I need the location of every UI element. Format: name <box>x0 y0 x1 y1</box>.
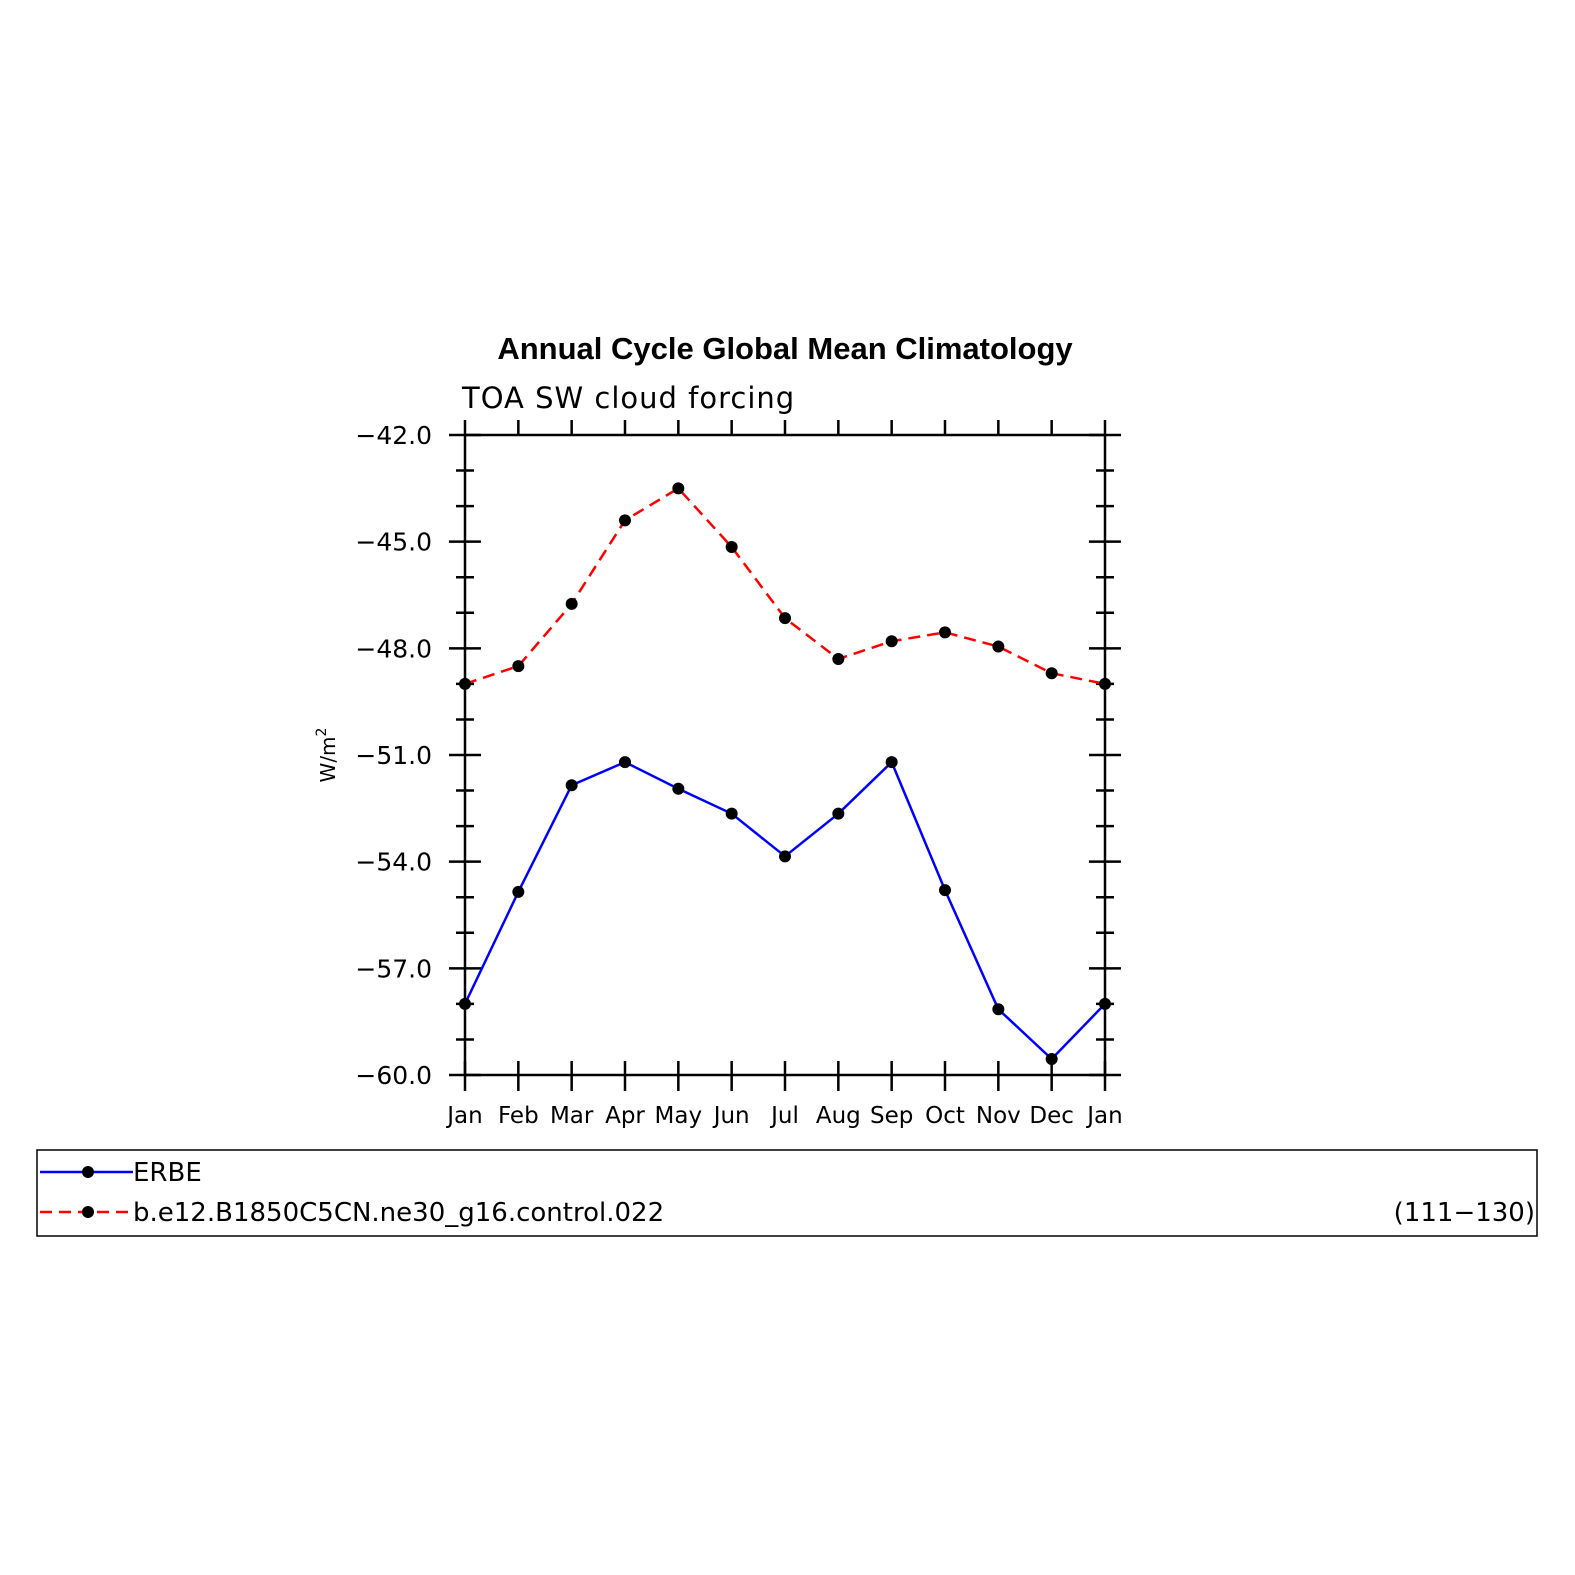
series-line <box>463 759 1106 1061</box>
y-tick-label: −57.0 <box>355 954 432 983</box>
x-axis-tick-labels: Jan Feb Mar Apr May Jun Jul Aug Sep Oct Nov Dec Jan <box>445 1103 1122 1129</box>
data-point <box>1099 997 1111 1010</box>
data-point <box>1045 1053 1058 1065</box>
plot-frame <box>463 433 1107 1077</box>
y-tick-label: −48.0 <box>355 634 432 663</box>
legend-marker <box>82 1206 94 1218</box>
series-erbe <box>459 756 1111 1065</box>
data-point <box>885 635 898 648</box>
x-tick-label: Jun <box>712 1103 750 1129</box>
data-point <box>779 850 791 863</box>
data-point <box>512 660 525 673</box>
data-point <box>1099 677 1111 690</box>
legend: ERBE b.e12.B1850C5CN.ne30_g16.control.022 <box>36 1149 1538 1237</box>
x-tick-label: Apr <box>605 1103 645 1129</box>
data-point <box>672 782 685 795</box>
x-tick-label: Sep <box>870 1103 913 1129</box>
data-point <box>512 885 525 898</box>
x-tick-label: Dec <box>1029 1103 1074 1129</box>
legend-box <box>36 1149 1538 1237</box>
y-tick-label: −54.0 <box>355 848 432 877</box>
data-point <box>725 541 738 553</box>
series-layer <box>459 482 1111 1065</box>
y-axis-label: W/m2 <box>314 728 340 783</box>
data-point <box>619 514 631 527</box>
data-point <box>459 677 471 690</box>
data-point <box>1045 667 1058 680</box>
legend-label: ERBE <box>133 1158 202 1188</box>
y-tick-label: −60.0 <box>355 1061 432 1090</box>
data-point <box>725 807 738 820</box>
data-point <box>619 756 631 769</box>
series-line <box>464 486 1106 686</box>
legend-years-note: (111−130) <box>1394 1198 1535 1228</box>
data-point <box>565 779 578 792</box>
x-tick-label: Nov <box>976 1103 1021 1129</box>
x-tick-label: May <box>655 1103 703 1129</box>
y-tick-label: −45.0 <box>355 528 432 557</box>
series-model <box>459 482 1111 690</box>
chart-subtitle: TOA SW cloud forcing <box>461 381 795 415</box>
data-point <box>832 807 845 820</box>
legend-marker <box>82 1166 94 1178</box>
y-tick-label: −42.0 <box>355 421 432 450</box>
y-axis-label-unit: W/m <box>316 736 340 782</box>
data-point <box>939 884 951 897</box>
y-tick-label: −51.0 <box>355 741 432 770</box>
x-tick-label: Oct <box>925 1103 965 1129</box>
data-point <box>565 597 578 610</box>
data-point <box>832 653 845 665</box>
y-axis-label-superscript: 2 <box>314 728 330 737</box>
data-point <box>459 997 471 1010</box>
data-point <box>939 626 951 639</box>
data-point <box>992 1003 1005 1016</box>
data-point <box>992 640 1005 653</box>
x-tick-label: Jan <box>1085 1103 1122 1129</box>
data-point <box>672 482 685 495</box>
plot-border <box>463 433 1107 1077</box>
chart-title: Annual Cycle Global Mean Climatology <box>497 331 1073 366</box>
axis-ticks <box>449 420 1121 1091</box>
x-tick-label: Jul <box>769 1103 799 1129</box>
legend-label: b.e12.B1850C5CN.ne30_g16.control.022 <box>133 1198 664 1228</box>
x-tick-label: Mar <box>550 1103 594 1129</box>
x-tick-label: Jan <box>445 1103 482 1129</box>
data-point <box>885 756 898 769</box>
data-point <box>779 612 791 625</box>
y-axis-tick-labels: −60.0 −57.0 −54.0 −51.0 −48.0 −45.0 −42.0 <box>355 421 432 1090</box>
x-tick-label: Feb <box>498 1103 539 1129</box>
x-tick-label: Aug <box>816 1103 861 1129</box>
